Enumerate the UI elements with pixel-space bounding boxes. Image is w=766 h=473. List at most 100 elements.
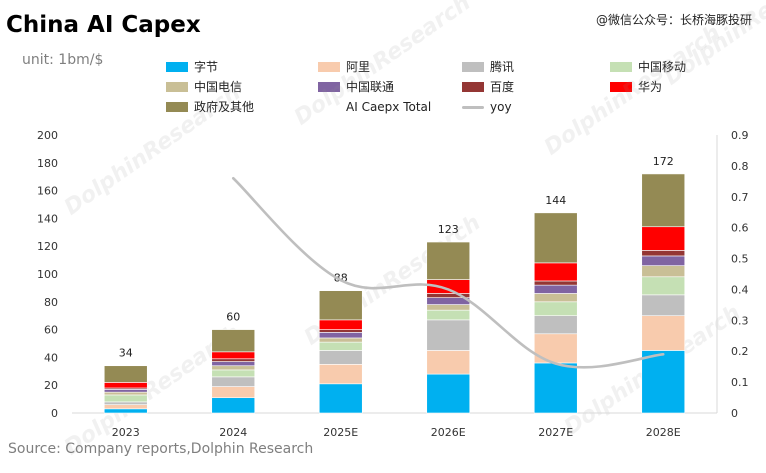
y-right-tick-label: 0.6 [731,222,749,235]
legend-label: 字节 [194,60,219,74]
bar-segment-2026E-4 [426,304,471,311]
bar-segment-2027E-0 [533,362,578,414]
bar-segment-2023-0 [103,408,148,414]
bar-segment-2028E-3 [641,276,686,296]
bar-segment-2028E-1 [641,315,686,351]
source-note: Source: Company reports,Dolphin Research [8,441,314,457]
wechat-account-text: @微信公众号：长桥海豚投研 [595,13,752,27]
legend-line-swatch [462,106,484,109]
legend-swatch [318,62,340,72]
total-data-label: 144 [545,194,566,207]
legend-label: yoy [490,100,512,114]
bar-segment-2025E-1 [318,364,363,385]
y-left-tick-label: 180 [37,157,58,170]
x-tick-label: 2028E [646,426,681,439]
bar-segment-2026E-0 [426,373,471,414]
legend-swatch [462,62,484,72]
bar-segment-2025E-8 [318,290,363,321]
y-right-tick-label: 0.1 [731,376,749,389]
bar-segment-2027E-8 [533,212,578,264]
bar-segment-2023-4 [103,391,148,396]
y-right-tick-label: 0 [731,407,738,420]
y-left-tick-label: 40 [44,351,58,364]
bar-segment-2027E-4 [533,293,578,303]
total-data-label: 123 [438,223,459,236]
bar-segment-2027E-5 [533,284,578,294]
total-data-label: 34 [119,347,133,360]
total-data-label: 60 [226,311,240,324]
legend-label: 中国电信 [194,80,243,94]
bar-segment-2028E-4 [641,265,686,278]
unit-label: unit: 1bm/$ [22,52,104,68]
bar-segment-2025E-3 [318,341,363,351]
bar-segment-2028E-5 [641,255,686,266]
bar-segment-2023-8 [103,365,148,383]
yoy-line [231,176,665,369]
y-right-tick-label: 0.8 [731,160,749,173]
bar-segment-2024-7 [211,351,256,360]
bar-segment-2024-3 [211,369,256,378]
legend-label: 腾讯 [490,60,515,74]
y-right-tick-label: 0.4 [731,283,749,296]
bar-segment-2028E-0 [641,350,686,414]
bar-segment-2025E-2 [318,350,363,365]
bar-segment-2026E-5 [426,297,471,305]
bar-segment-2028E-2 [641,294,686,317]
bar-segment-2025E-0 [318,383,363,414]
bar-segment-2027E-6 [533,280,578,286]
x-tick-label: 2025E [323,426,358,439]
bar-segment-2024-6 [211,358,256,362]
y-left-tick-label: 140 [37,212,58,225]
legend-label: 政府及其他 [194,100,255,114]
legend-swatch [318,82,340,92]
bar-segment-2023-7 [103,382,148,389]
bar-segment-2023-3 [103,394,148,403]
bar-segment-2028E-6 [641,250,686,257]
bar-segment-2023-2 [103,401,148,405]
bar-segment-2027E-2 [533,315,578,335]
y-left-tick-label: 80 [44,296,58,309]
bar-segment-2026E-8 [426,241,471,280]
x-tick-label: 2023 [112,426,140,439]
y-left-tick-label: 200 [37,129,58,142]
legend-label: 阿里 [346,60,371,74]
bar-segment-2024-1 [211,386,256,399]
legend-swatch [462,82,484,92]
bar-segment-2025E-7 [318,319,363,330]
y-left-tick-label: 120 [37,240,58,253]
total-data-label: 172 [653,155,674,168]
bar-segment-2025E-4 [318,337,363,343]
bar-segment-2026E-3 [426,309,471,321]
legend-swatch [166,102,188,112]
bar-segment-2024-4 [211,365,256,371]
x-tick-label: 2027E [538,426,573,439]
y-left-tick-label: 100 [37,268,58,281]
legend-swatch [610,82,632,92]
y-right-tick-label: 0.5 [731,253,749,266]
x-tick-label: 2024 [219,426,247,439]
y-right-tick-label: 0.3 [731,314,749,327]
y-left-tick-label: 0 [51,407,58,420]
bar-segment-2025E-6 [318,329,363,333]
bar-segment-2027E-7 [533,262,578,282]
bar-segment-2023-1 [103,404,148,410]
bar-segment-2026E-1 [426,350,471,375]
bar-segment-2025E-5 [318,332,363,339]
bar-segment-2024-2 [211,376,256,387]
legend-swatch [610,62,632,72]
y-right-tick-label: 0.9 [731,129,749,142]
legend-label: 华为 [638,80,663,94]
bar-segment-2027E-3 [533,301,578,316]
legend-swatch [166,82,188,92]
bar-segment-2024-0 [211,397,256,414]
bar-segment-2023-5 [103,389,148,393]
bar-segment-2028E-8 [641,173,686,228]
y-right-tick-label: 0.2 [731,345,749,358]
x-tick-label: 2026E [431,426,466,439]
bar-segment-2024-8 [211,329,256,353]
legend-label: 中国联通 [346,80,395,94]
legend-label: 中国移动 [638,60,687,74]
bar-segment-2026E-2 [426,319,471,351]
chart-title: China AI Capex [6,12,201,38]
